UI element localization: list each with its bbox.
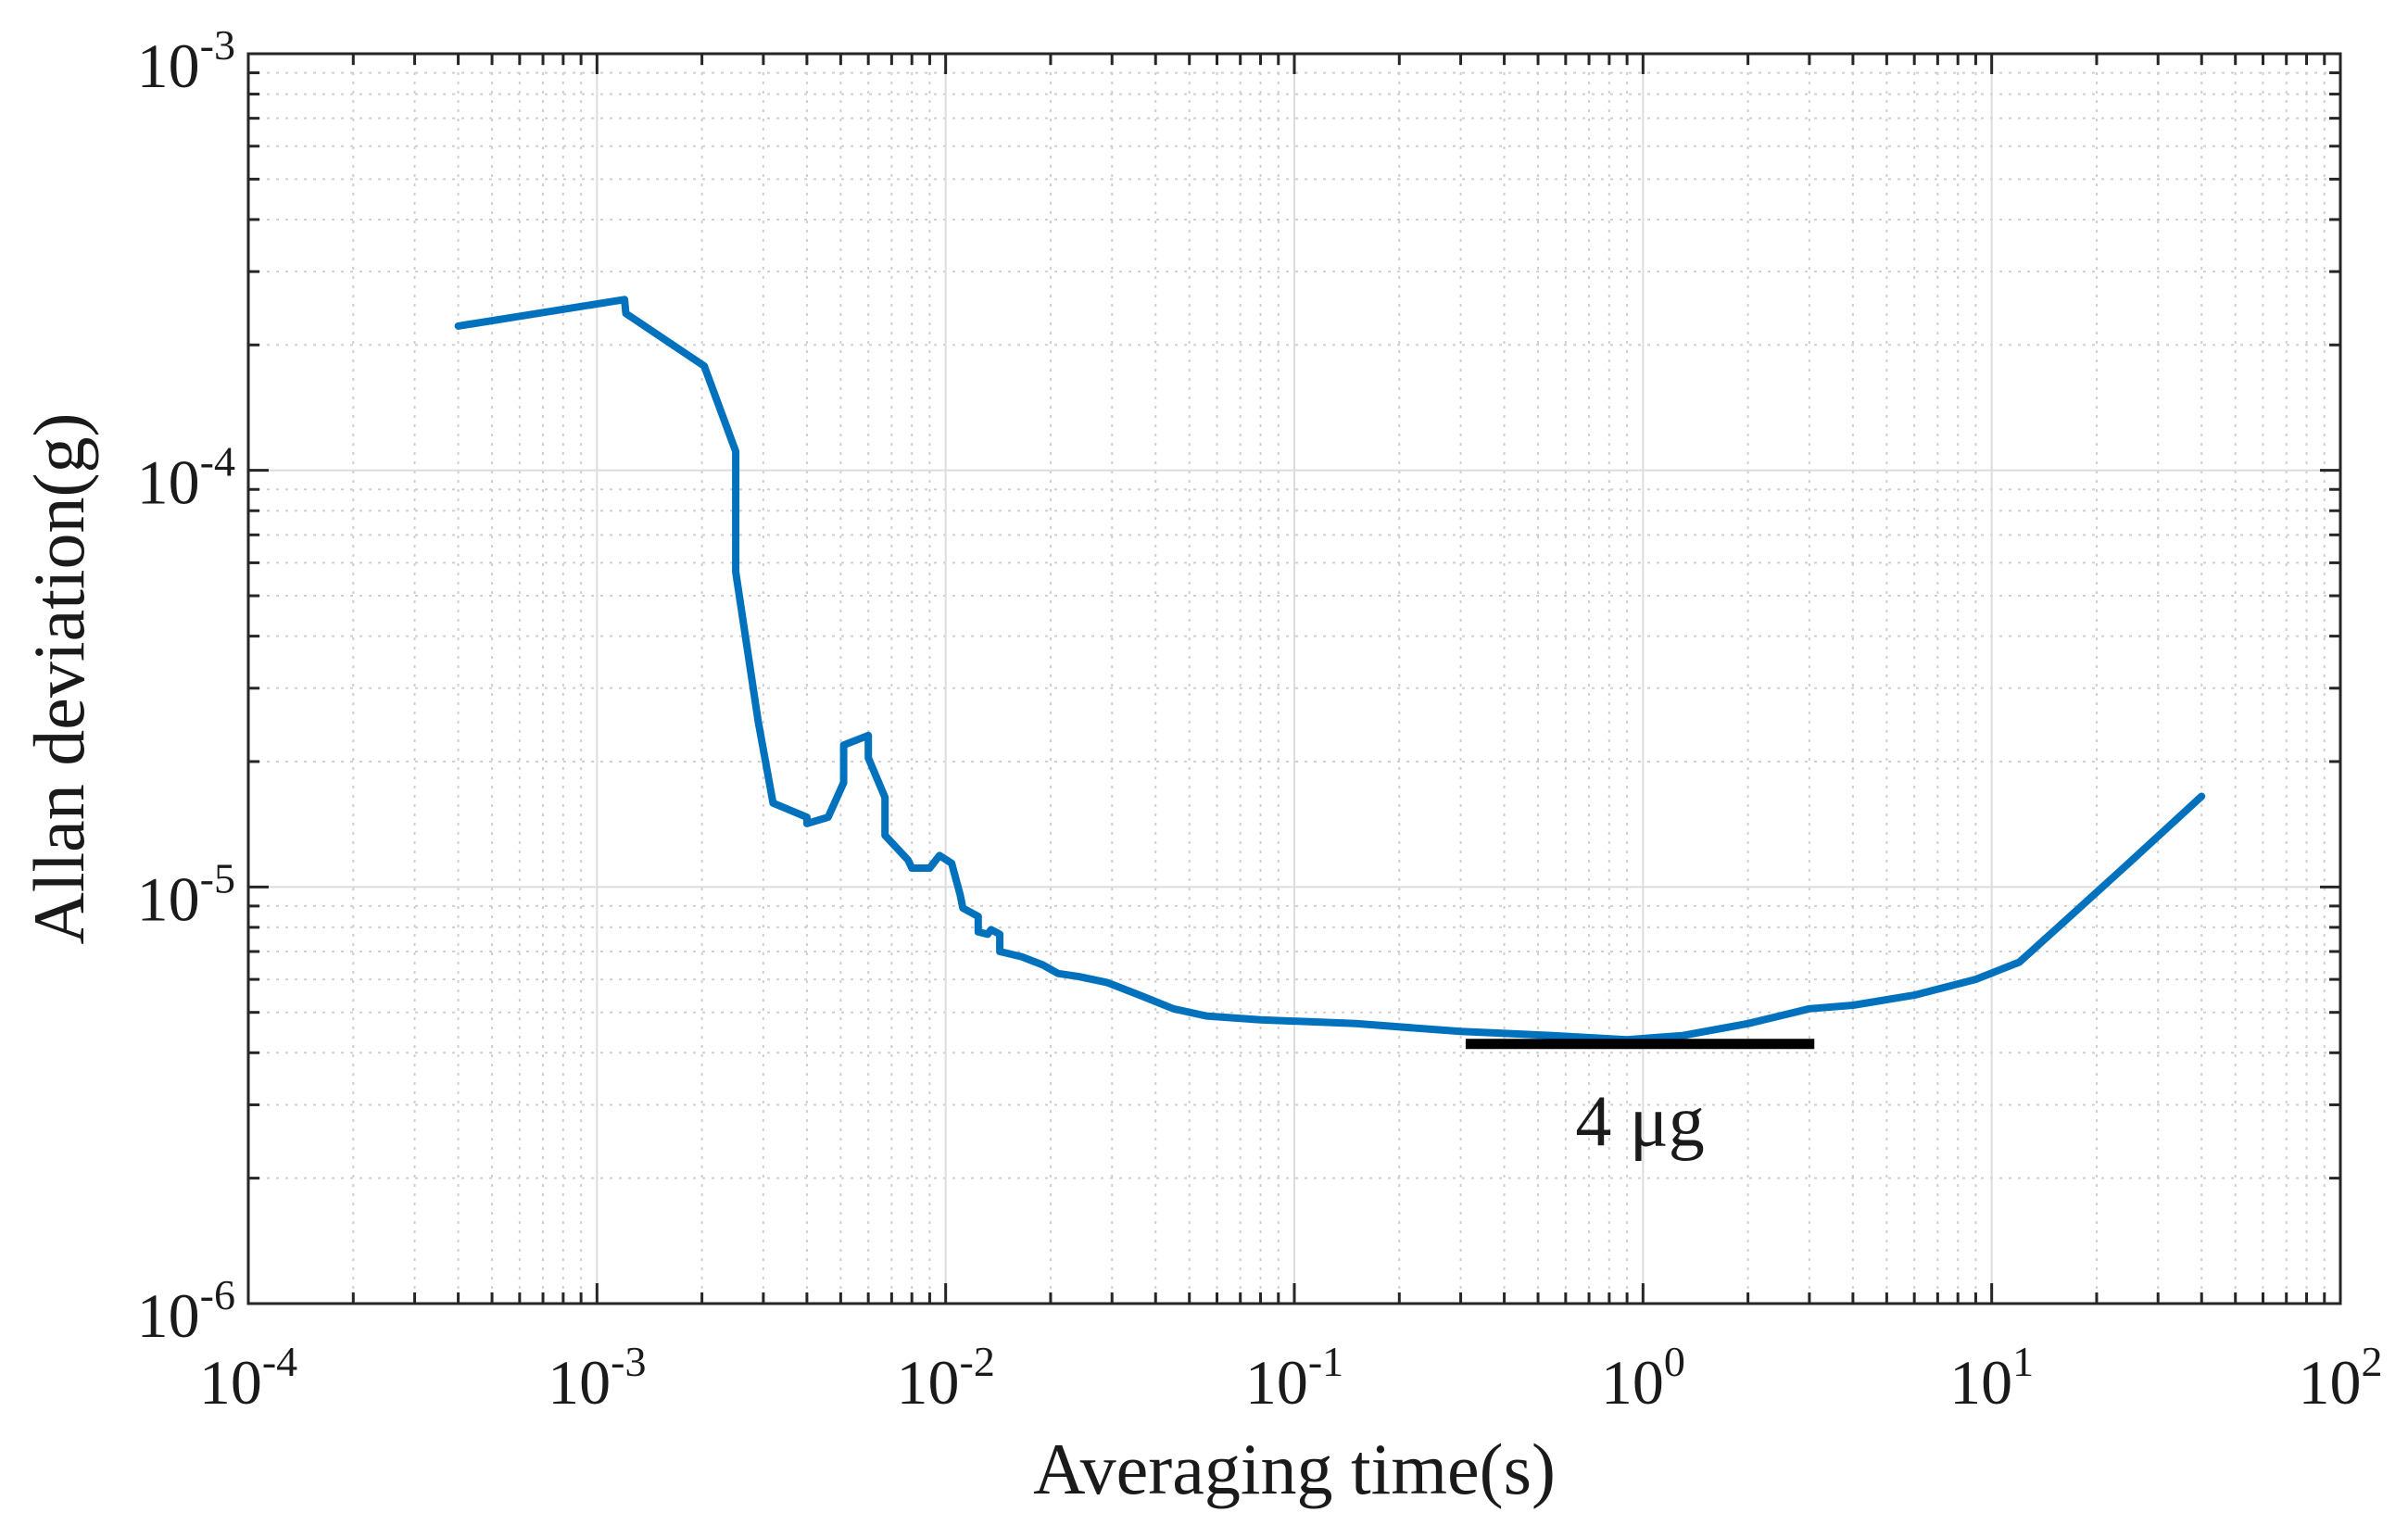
x-tick-label: 102 <box>2299 1338 2383 1418</box>
x-tick-label: 10-4 <box>199 1338 297 1418</box>
y-axis-label: Allan deviation(g) <box>19 413 99 945</box>
y-tick-label: 10-4 <box>137 438 235 518</box>
x-tick-label: 100 <box>1601 1338 1685 1418</box>
x-tick-label: 10-1 <box>1245 1338 1343 1418</box>
x-tick-label: 10-2 <box>897 1338 995 1418</box>
y-tick-label: 10-6 <box>137 1271 235 1351</box>
annotation-label: 4 μg <box>1575 1081 1704 1162</box>
y-tick-label: 10-5 <box>137 854 235 934</box>
grid <box>247 53 2341 1304</box>
x-axis-label: Averaging time(s) <box>1033 1429 1556 1509</box>
series-line <box>454 296 2206 1044</box>
x-tick-label: 101 <box>1949 1338 2034 1418</box>
annotations: 4 μg <box>1465 1039 1815 1162</box>
series <box>454 296 2206 1044</box>
ticks: 10-4 10-3 10-2 10-1 100 101 102 10-6 10-5 10-4 10-… <box>137 21 2383 1418</box>
x-tick-label: 10-3 <box>548 1338 646 1418</box>
y-tick-label: 10-3 <box>137 21 235 101</box>
